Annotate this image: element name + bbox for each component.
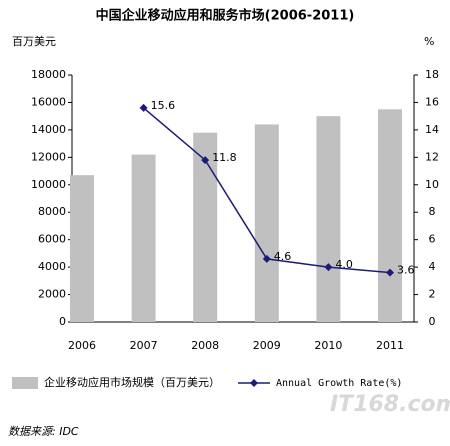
bar: [131, 154, 156, 322]
point: [386, 268, 394, 277]
y2-tick-label: 6: [429, 233, 436, 246]
y-tick-label: 16000: [31, 95, 66, 108]
y-tick-label: 6000: [38, 233, 66, 246]
y-axis-label: 百万美元: [12, 35, 56, 48]
legend-label: Annual Growth Rate(%): [276, 378, 402, 389]
x-tick-label: 2011: [376, 339, 404, 352]
point: [139, 103, 148, 112]
source: 数据来源: IDC: [8, 425, 79, 438]
bar: [316, 116, 341, 323]
y2-tick-label: 4: [429, 260, 436, 273]
bar: [70, 175, 94, 322]
y-tick-label: 4000: [38, 260, 66, 273]
y2-tick-label: 0: [429, 315, 436, 328]
y2-tick-label: 16: [425, 95, 439, 108]
x-tick-label: 2010: [314, 339, 342, 352]
bar: [378, 109, 402, 322]
y2-tick-label: 2: [429, 288, 436, 301]
y-tick-label: 12000: [31, 150, 66, 163]
y-tick-label: 18000: [31, 68, 66, 81]
point: [324, 263, 333, 272]
bar: [193, 132, 218, 322]
bar: [254, 124, 279, 323]
y-tick-label: 8000: [38, 205, 66, 218]
data-label: 3.6: [397, 264, 415, 277]
point: [262, 254, 271, 263]
y2-axis-label: %: [424, 35, 434, 48]
data-label: 15.6: [151, 99, 176, 112]
x-tick-label: 2006: [68, 339, 96, 352]
y2-tick-label: 14: [425, 123, 439, 136]
y-tick-label: 10000: [31, 178, 66, 191]
y2-tick-label: 12: [425, 150, 439, 163]
x-tick-label: 2007: [130, 339, 158, 352]
y2-tick-label: 8: [429, 205, 436, 218]
legend-marker: [250, 379, 258, 387]
legend-swatch: [12, 377, 38, 389]
y2-tick-label: 10: [425, 178, 439, 191]
point: [201, 156, 210, 165]
legend-label: 企业移动应用市场规模（百万美元）: [44, 375, 220, 389]
y-tick-label: 0: [59, 315, 66, 328]
data-label: 4.0: [335, 258, 353, 271]
y2-tick-label: 18: [425, 68, 439, 81]
x-tick-label: 2009: [253, 339, 281, 352]
y-tick-label: 14000: [31, 123, 66, 136]
y-tick-label: 2000: [38, 288, 66, 301]
chart-title: 中国企业移动应用和服务市场(2006-2011): [96, 8, 355, 24]
x-tick-label: 2008: [191, 339, 219, 352]
watermark: IT168.com: [330, 392, 450, 417]
data-label: 11.8: [212, 151, 237, 164]
data-label: 4.6: [274, 250, 292, 263]
